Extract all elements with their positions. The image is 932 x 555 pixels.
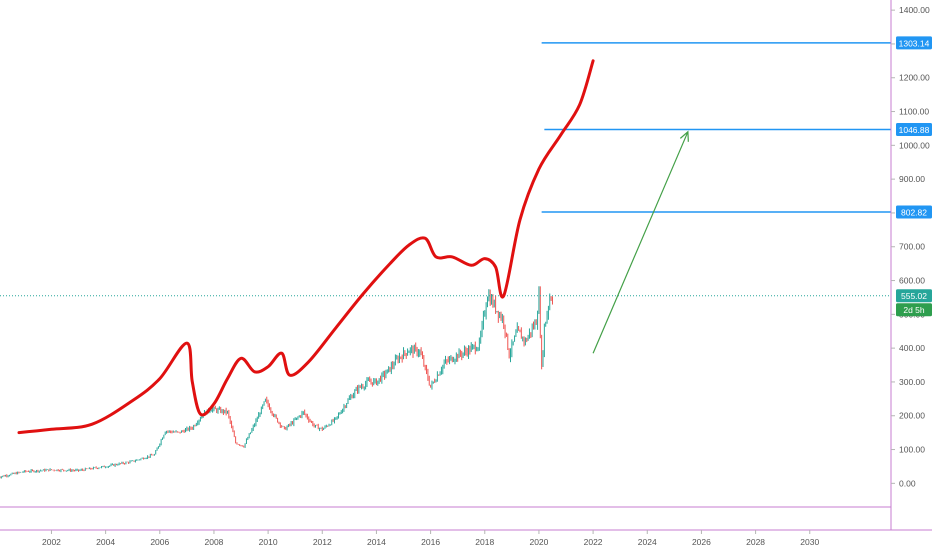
countdown-badge: 2d 5h [903,305,925,315]
y-tick-label: 1400.00 [899,5,930,15]
x-tick-label: 2006 [150,537,169,547]
x-tick-label: 2026 [692,537,711,547]
current-price-badge: 555.02 [901,291,927,301]
y-tick-label: 700.00 [899,242,925,252]
y-tick-label: 600.00 [899,276,925,286]
horizontal-levels [0,42,891,297]
y-tick-label: 0.00 [899,478,916,488]
x-tick-label: 2022 [584,537,603,547]
projection-curve-line[interactable] [17,59,595,435]
y-tick-label: 1000.00 [899,140,930,150]
y-tick-label: 200.00 [899,411,925,421]
price-badges: 1303.14 1046.88 802.82 555.02 2d 5h [896,36,932,317]
level-price-badge-bg [896,122,932,136]
level-price-badge-bg [896,36,932,50]
projection-curve [17,59,595,435]
x-tick-label: 2030 [800,537,819,547]
x-tick-label: 2024 [638,537,657,547]
y-tick-label: 300.00 [899,377,925,387]
x-tick-label: 2018 [475,537,494,547]
x-tick-label: 2014 [367,537,386,547]
level-price-badge: 802.82 [901,207,927,217]
y-tick-label: 900.00 [899,174,925,184]
arrow-shaft[interactable] [592,131,689,354]
x-axis-ticks[interactable]: 2002 2004 2006 2008 2010 2012 2014 2016 2018 2020… [42,530,819,547]
level-price-badge: 1046.88 [899,125,930,135]
y-tick-label: 400.00 [899,343,925,353]
x-tick-label: 2012 [313,537,332,547]
countdown-badge-bg [896,303,932,317]
x-tick-label: 2002 [42,537,61,547]
x-tick-label: 2004 [96,537,115,547]
y-tick-label: 1100.00 [899,107,929,117]
level-price-badge: 1303.14 [899,38,930,48]
y-tick-label: 1200.00 [899,73,930,83]
x-tick-label: 2008 [204,537,223,547]
x-tick-label: 2016 [421,537,440,547]
y-tick-label: 100.00 [899,445,925,455]
x-tick-label: 2010 [259,537,278,547]
arrow-head [679,130,689,142]
level-price-badge-bg [896,205,932,219]
trend-arrow [592,130,689,354]
axes [0,0,932,531]
x-tick-label: 2020 [529,537,548,547]
current-price-badge-bg [896,289,932,303]
x-tick-label: 2028 [746,537,765,547]
